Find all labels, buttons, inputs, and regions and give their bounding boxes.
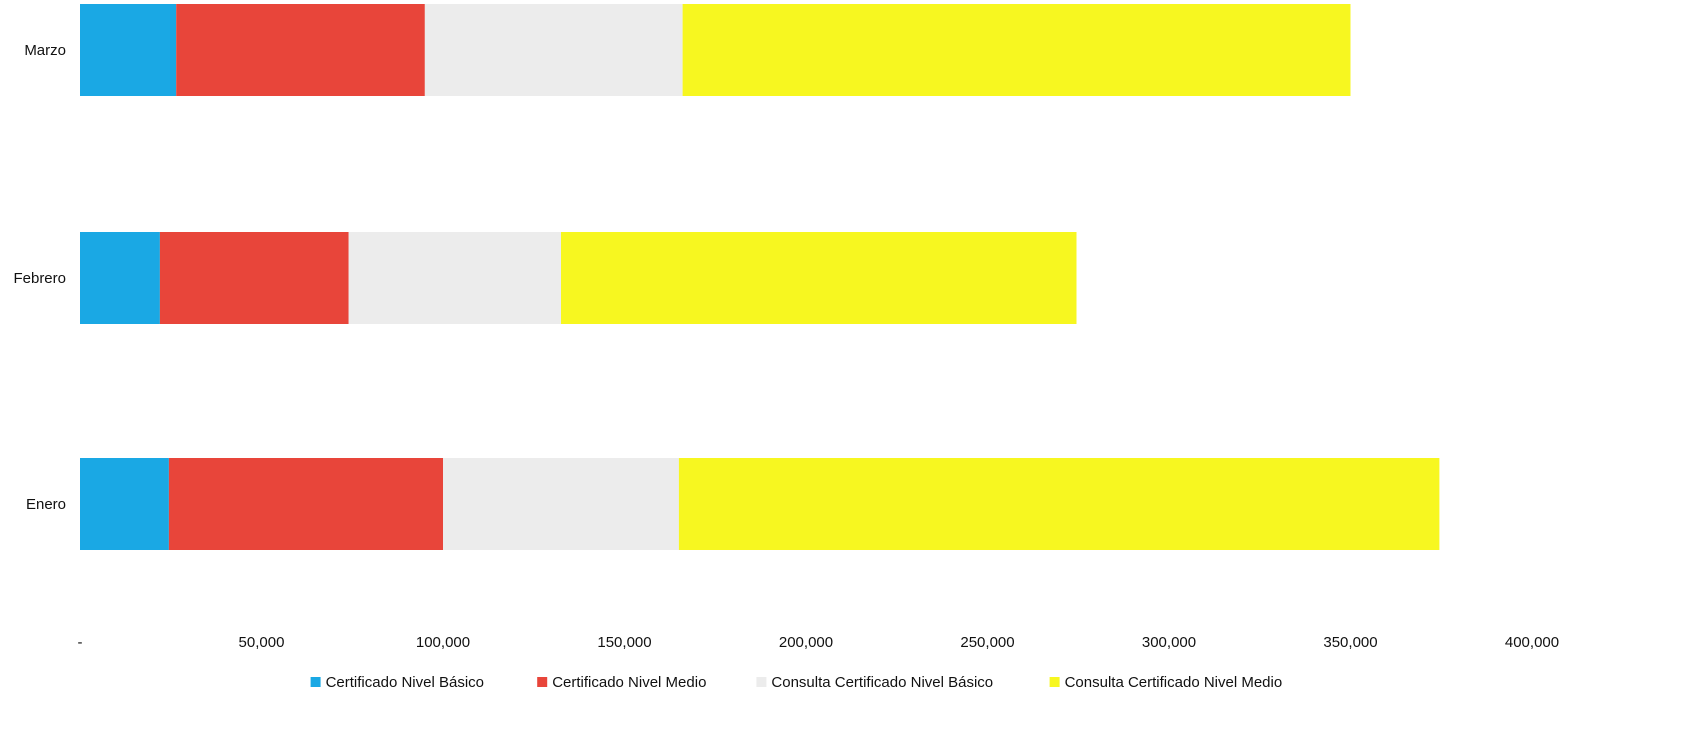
legend-label: Consulta Certificado Nivel Básico (771, 674, 993, 691)
legend-swatch (1049, 677, 1060, 687)
x-tick-label: 150,000 (597, 634, 651, 651)
bar-marzo-consulta-certificado-nivel-medio: Marzo — Consulta Certificado Nivel Medio… (682, 4, 1351, 96)
value-axis: - 50,000 100,000 150,000 200,000 250,000 300,0… (78, 634, 1560, 651)
bar-marzo-certificado-nivel-basico: Marzo — Certificado Nivel Básico: 26,500 (80, 4, 177, 96)
bar-enero-certificado-nivel-medio: Enero — Certificado Nivel Medio: 75,500 (168, 458, 443, 550)
legend-label: Certificado Nivel Básico (326, 674, 484, 691)
x-tick-label: 300,000 (1142, 634, 1196, 651)
legend-label: Certificado Nivel Medio (552, 674, 706, 691)
category-label-febrero: Febrero (13, 270, 66, 287)
x-tick-label: 100,000 (416, 634, 470, 651)
bar-enero-certificado-nivel-basico: Enero — Certificado Nivel Básico: 24,500 (80, 458, 169, 550)
bar-febrero-consulta-certificado-nivel-basico: Febrero — Consulta Certificado Nivel Bás… (348, 232, 561, 324)
legend-swatch (537, 677, 548, 687)
bar-febrero-certificado-nivel-medio: Febrero — Certificado Nivel Medio: 52,00… (159, 232, 349, 324)
legend-item-consulta-certificado-nivel-basico: Consulta Certificado Nivel Básico (756, 674, 993, 691)
legend-swatch (756, 677, 767, 687)
bars-layer: Marzo — Certificado Nivel Básico: 26,500… (80, 4, 1440, 550)
bar-marzo-consulta-certificado-nivel-basico: Marzo — Consulta Certificado Nivel Básic… (424, 4, 683, 96)
x-tick-label: 400,000 (1505, 634, 1559, 651)
category-label-marzo: Marzo (24, 42, 66, 59)
category-label-enero: Enero (26, 496, 66, 513)
bar-marzo-certificado-nivel-medio: Marzo — Certificado Nivel Medio: 68,500 (176, 4, 425, 96)
x-tick-label: 250,000 (960, 634, 1014, 651)
x-tick-label: 200,000 (779, 634, 833, 651)
bar-enero-consulta-certificado-nivel-basico: Enero — Consulta Certificado Nivel Básic… (443, 458, 679, 550)
legend: Certificado Nivel Básico Certificado Nive… (310, 674, 1283, 691)
bar-febrero-consulta-certificado-nivel-medio: Febrero — Consulta Certificado Nivel Med… (561, 232, 1077, 324)
legend-item-certificado-nivel-basico: Certificado Nivel Básico (310, 674, 484, 691)
bar-febrero-certificado-nivel-basico: Febrero — Certificado Nivel Básico: 22,0… (80, 232, 160, 324)
legend-item-consulta-certificado-nivel-medio: Consulta Certificado Nivel Medio (1049, 674, 1283, 691)
category-axis: Marzo Febrero Enero (13, 42, 66, 513)
x-tick-label: 50,000 (239, 634, 285, 651)
legend-item-certificado-nivel-medio: Certificado Nivel Medio (537, 674, 706, 691)
legend-swatch (310, 677, 321, 687)
legend-label: Consulta Certificado Nivel Medio (1065, 674, 1283, 691)
x-tick-label: - (78, 634, 83, 651)
x-tick-label: 350,000 (1323, 634, 1377, 651)
bar-enero-consulta-certificado-nivel-medio: Enero — Consulta Certificado Nivel Medio… (678, 458, 1440, 550)
